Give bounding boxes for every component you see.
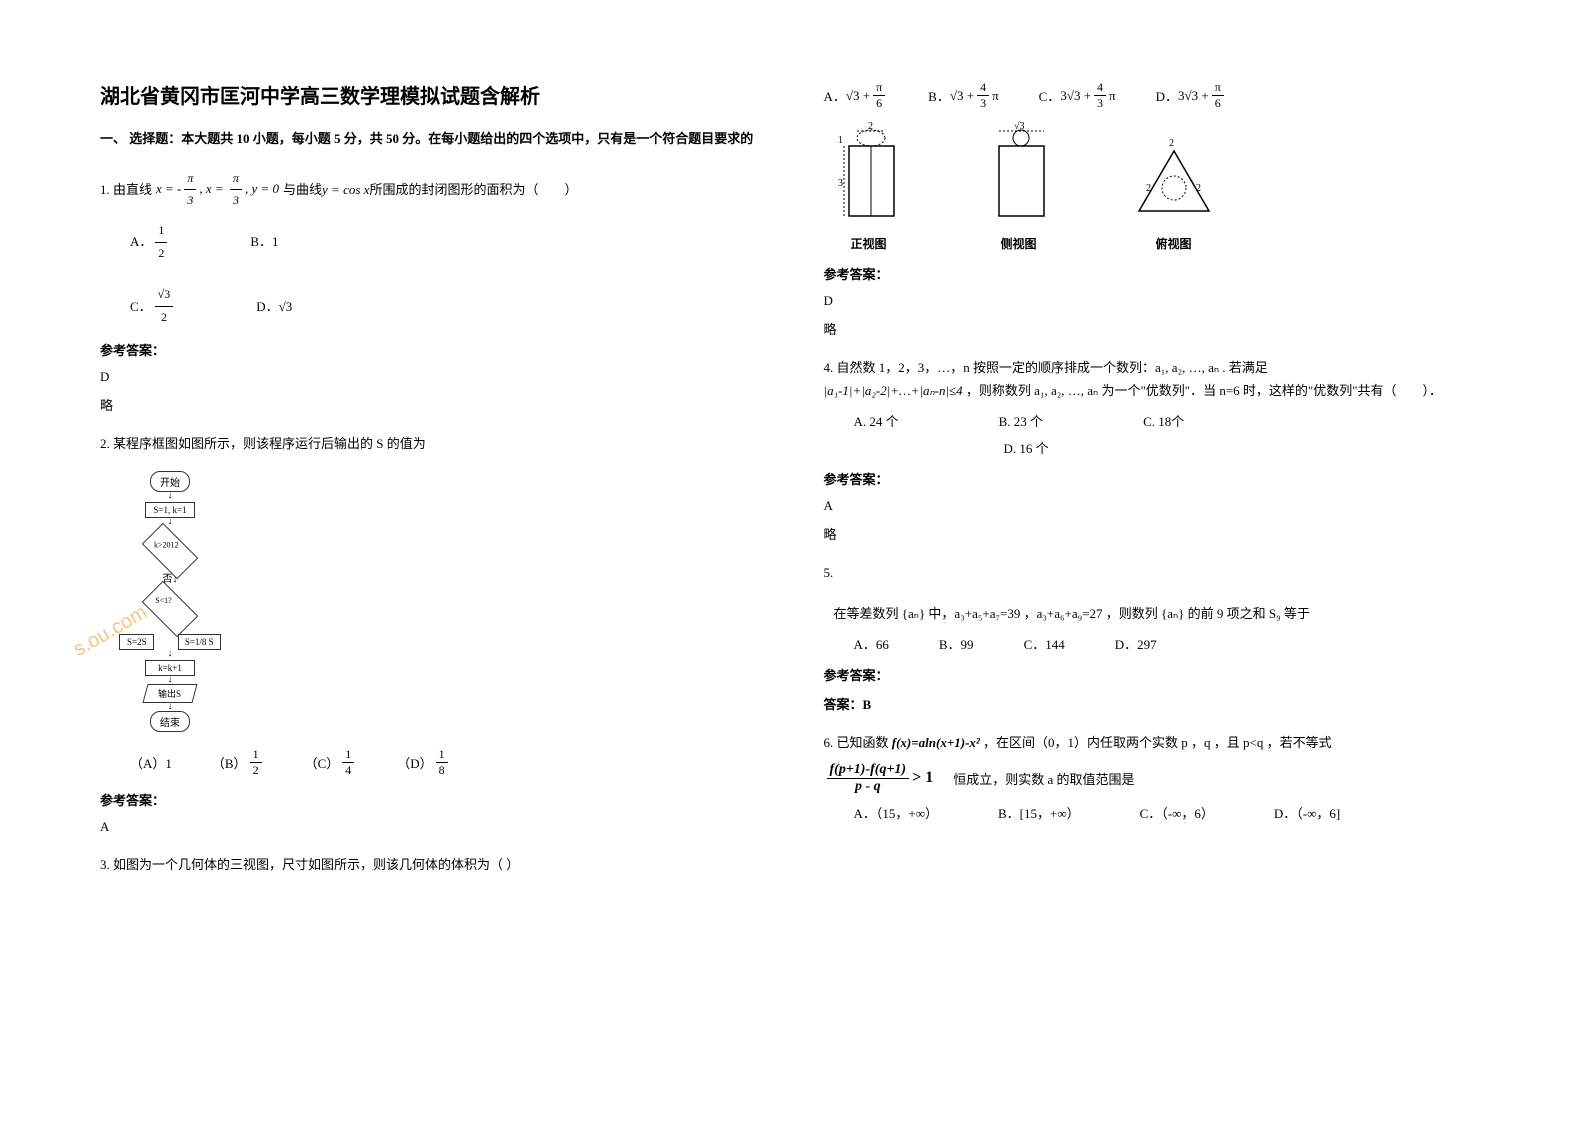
q1-answer-label: 参考答案：	[100, 340, 764, 359]
q4-opt-b: B. 23 个	[999, 411, 1043, 430]
svg-text:3: 3	[838, 178, 843, 189]
svg-text:2: 2	[1196, 183, 1201, 194]
view-front-label: 正视图	[824, 235, 914, 252]
side-view-svg: √3	[974, 121, 1064, 226]
svg-text:2: 2	[1169, 138, 1174, 149]
view-side-label: 侧视图	[974, 235, 1064, 252]
fc-right: S=1/8 S	[178, 634, 221, 650]
exam-title: 湖北省黄冈市匡河中学高三数学理模拟试题含解析	[100, 80, 764, 109]
fc-start: 开始	[150, 471, 190, 492]
fc-cond2: S<1?	[142, 580, 199, 637]
q1-stem-prefix: 1. 由直线	[100, 178, 152, 201]
svg-text:2: 2	[1146, 183, 1151, 194]
q4-answer: A	[824, 498, 1488, 514]
svg-text:2: 2	[868, 121, 873, 132]
fc-end: 结束	[150, 711, 190, 732]
q1-stem-mid: 与曲线	[283, 178, 322, 201]
q5-opt-b: B．99	[939, 634, 974, 653]
q1-opt-a: A． 12	[130, 220, 170, 264]
q3-opt-b: B． √3 + 43 π	[928, 80, 998, 111]
q2-opt-b: （B） 12	[212, 747, 265, 778]
top-view-svg: 2 2 2	[1124, 136, 1224, 226]
q2-opt-c: （C） 14	[305, 747, 358, 778]
question-5-num: 5.	[824, 561, 1488, 584]
q4-answer-label: 参考答案：	[824, 469, 1488, 488]
question-5: 在等差数列 {aₙ} 中，a₃+a₅+a₇=39 ，a₃+a₆+a₉=27 ，则…	[834, 602, 1488, 625]
q3-opt-d: D． 3√3 + π6	[1156, 80, 1227, 111]
question-4: 4. 自然数 1，2，3，…，n 按照一定的顺序排成一个数列：a₁, a₂, ……	[824, 356, 1488, 403]
three-views: 2 1 3 正视图 √3 侧视图	[824, 121, 1488, 252]
q5-opt-d: D．297	[1115, 634, 1157, 653]
q6-opt-a: A．（15，+∞）	[854, 803, 939, 822]
q1-answer: D	[100, 369, 764, 385]
q2-answer-label: 参考答案：	[100, 790, 764, 809]
view-top-label: 俯视图	[1124, 235, 1224, 252]
q4-note: 略	[824, 524, 1488, 543]
q5-opt-c: C．144	[1024, 634, 1065, 653]
q2-opt-d: （D） 18	[397, 747, 450, 778]
q3-options: A． √3 + π6 B． √3 + 43 π C． 3√3 + 43 π D．…	[824, 80, 1488, 111]
question-3-stem: 3. 如图为一个几何体的三视图，尺寸如图所示，则该几何体的体积为（ ）	[100, 853, 764, 876]
svg-text:1: 1	[838, 135, 843, 146]
q3-answer: D	[824, 293, 1488, 309]
q1-stem-suffix: 所围成的封闭图形的面积为（ ）	[369, 178, 577, 201]
q4-opt-c: C. 18个	[1143, 411, 1184, 430]
q6-func: f(x)=aln(x+1)-x²	[892, 735, 980, 750]
q5-answer-label: 参考答案：	[824, 665, 1488, 684]
q1-opt-d: D．√3	[256, 295, 292, 318]
q4-opt-a: A. 24 个	[854, 411, 899, 430]
q6-opt-c: C．（-∞，6）	[1140, 803, 1214, 822]
fc-left: S=2S	[119, 634, 154, 650]
q6-opt-d: D．（-∞，6]	[1274, 803, 1340, 822]
q1-note: 略	[100, 395, 764, 414]
question-1: 1. 由直线 x = -π3, x = π3, y = 0 与曲线 y = co…	[100, 168, 764, 329]
front-view-svg: 2 1 3	[824, 121, 914, 226]
q1-opt-c: C． √32	[130, 284, 176, 328]
q2-answer: A	[100, 819, 764, 835]
question-2: 2. 某程序框图如图所示，则该程序运行后输出的 S 的值为	[100, 432, 764, 455]
q1-curve: y = cos x	[322, 178, 369, 201]
q2-opt-a: （A）1	[130, 753, 172, 772]
q5-opt-a: A．66	[854, 634, 889, 653]
q3-opt-a: A． √3 + π6	[824, 80, 889, 111]
svg-text:√3: √3	[1014, 121, 1025, 132]
q3-opt-c: C． 3√3 + 43 π	[1039, 80, 1116, 111]
q6-opt-b: B．[15，+∞）	[998, 803, 1080, 822]
q5-answer: 答案：B	[824, 694, 1488, 713]
flowchart: 开始 ↓ S=1, k=1 ↓ k>2012 否↓ S<1? S=2S S=1/…	[110, 471, 230, 732]
question-6: 6. 已知函数 f(x)=aln(x+1)-x² ，在区间（0，1）内任取两个实…	[824, 731, 1488, 754]
q3-answer-label: 参考答案：	[824, 264, 1488, 283]
q1-opt-b: B．1	[250, 230, 278, 253]
fc-out: 输出S	[142, 684, 197, 703]
q3-note: 略	[824, 319, 1488, 338]
q4-opt-d: D. 16 个	[1004, 438, 1049, 457]
fc-cond1: k>2012	[142, 522, 199, 579]
q1-equation: x = -π3, x = π3, y = 0	[156, 168, 279, 212]
section-header: 一、 选择题：本大题共 10 小题，每小题 5 分，共 50 分。在每小题给出的…	[100, 129, 764, 150]
